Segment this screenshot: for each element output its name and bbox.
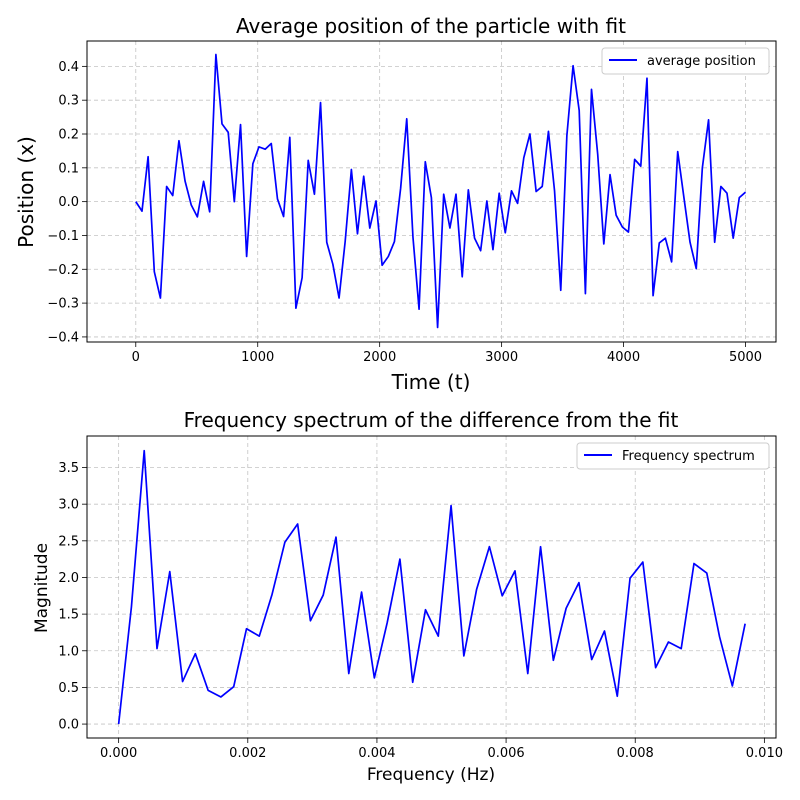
x-tick-label: 0.004 <box>358 746 395 761</box>
grid-lines <box>87 41 776 342</box>
y-tick-label: 3.0 <box>58 498 79 513</box>
y-tick-label: −0.2 <box>47 263 79 278</box>
x-axis-ticks: 0 1000 2000 3000 4000 5000 <box>132 342 762 365</box>
chart-title: Average position of the particle with fi… <box>236 14 626 38</box>
x-tick-label: 0 <box>132 350 140 365</box>
y-tick-label: 2.0 <box>58 571 79 586</box>
y-tick-label: 0.2 <box>58 128 79 143</box>
x-tick-label: 0.008 <box>617 746 654 761</box>
y-tick-label: 0.0 <box>58 718 79 733</box>
series-line <box>117 449 746 725</box>
x-tick-label: 2000 <box>363 350 396 365</box>
y-tick-label: −0.1 <box>47 229 79 244</box>
plot-area-frame <box>86 435 777 739</box>
legend-box <box>576 442 770 470</box>
x-axis-label: Frequency (Hz) <box>367 765 495 785</box>
y-tick-label: 0.1 <box>58 161 79 176</box>
series-line <box>135 53 747 329</box>
y-tick-label: −0.4 <box>47 330 79 345</box>
y-axis-label: Magnitude <box>32 543 52 633</box>
x-axis-ticks: 0.000 0.002 0.004 0.006 0.008 0.010 <box>100 738 783 761</box>
x-tick-label: 0.006 <box>487 746 524 761</box>
series-layer <box>135 53 747 329</box>
legend-label: average position <box>647 54 756 69</box>
x-tick-label: 0.010 <box>746 746 783 761</box>
y-axis-label: Position (x) <box>14 136 38 248</box>
legend: Frequency spectrum <box>576 442 770 470</box>
chart-average-position: Average position of the particle with fi… <box>14 14 777 394</box>
x-tick-label: 1000 <box>241 350 274 365</box>
y-tick-label: 2.5 <box>58 534 79 549</box>
chart-frequency-spectrum: Frequency spectrum of the difference fro… <box>32 408 783 785</box>
legend-label: Frequency spectrum <box>622 449 755 464</box>
chart-title: Frequency spectrum of the difference fro… <box>184 408 679 432</box>
y-tick-label: 0.0 <box>58 195 79 210</box>
y-tick-label: 3.5 <box>58 461 79 476</box>
x-tick-label: 0.000 <box>100 746 137 761</box>
grid-lines <box>87 436 776 738</box>
y-axis-ticks: −0.4 −0.3 −0.2 −0.1 0.0 0.1 0.2 0.3 0.4 <box>47 60 87 345</box>
y-tick-label: 1.0 <box>58 644 79 659</box>
x-tick-label: 5000 <box>729 350 762 365</box>
series-layer <box>117 449 746 725</box>
y-tick-label: 0.3 <box>58 94 79 109</box>
plot-area-frame <box>86 40 777 343</box>
x-tick-label: 4000 <box>607 350 640 365</box>
y-tick-label: 0.5 <box>58 681 79 696</box>
legend-box <box>601 47 770 75</box>
y-tick-label: −0.3 <box>47 297 79 312</box>
x-tick-label: 0.002 <box>229 746 266 761</box>
legend: average position <box>601 47 770 75</box>
x-tick-label: 3000 <box>485 350 518 365</box>
y-tick-label: 1.5 <box>58 608 79 623</box>
x-axis-label: Time (t) <box>391 370 471 394</box>
y-axis-ticks: 0.0 0.5 1.0 1.5 2.0 2.5 3.0 3.5 <box>58 461 87 733</box>
y-tick-label: 0.4 <box>58 60 79 75</box>
